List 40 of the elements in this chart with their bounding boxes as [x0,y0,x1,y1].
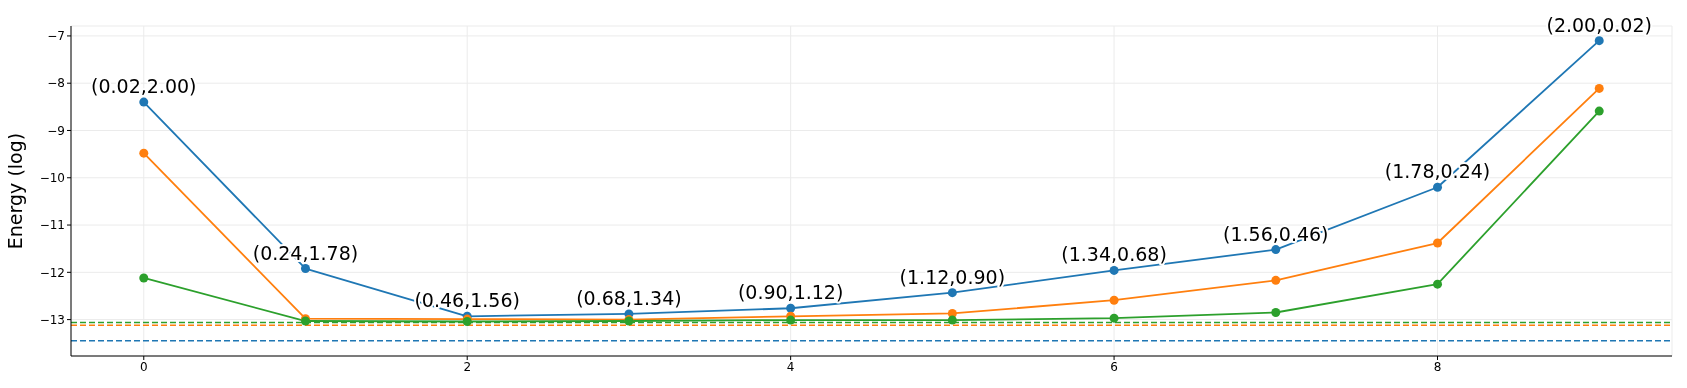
annotation: (0.90,1.12) [737,281,844,304]
point [1594,36,1604,46]
point [1109,295,1119,305]
x-tick-label: 4 [786,359,795,374]
x-tick-label: 8 [1433,359,1442,374]
point [1109,313,1119,323]
y-tick-label: −7 [47,29,65,44]
annotation: (2.00,0.02) [1546,13,1652,36]
y-tick-label: −12 [39,265,65,280]
point [786,303,796,313]
point [1271,308,1281,317]
point [139,273,149,283]
y-tick-label: −9 [47,123,65,138]
point [1594,83,1604,93]
point [947,315,957,325]
point [947,288,957,298]
annotation: (0.46,1.56) [414,289,520,312]
annotation: (1.34,0.68) [1061,243,1167,266]
point [1109,265,1119,275]
y-tick-label: −8 [47,76,65,91]
annotation: (0.68,1.34) [576,286,682,309]
y-tick-label: −11 [39,218,65,233]
point [1433,238,1443,248]
point [139,97,149,107]
point [1594,106,1604,116]
x-tick-label: 6 [1110,359,1118,374]
point [1271,275,1281,285]
point [1433,279,1443,289]
annotation: (1.12,0.90) [899,265,1006,288]
x-tick-label: 2 [463,359,472,374]
y-tick-label: −10 [39,171,65,186]
point [300,264,310,274]
y-tick-label: −13 [39,312,65,327]
point [1433,182,1443,192]
point [786,315,796,325]
annotation: (0.02,2.00) [91,75,197,98]
y-axis-title: Energy (log) [3,132,26,250]
point [139,148,149,158]
x-tick-label: 0 [139,359,148,374]
point [1271,245,1281,255]
